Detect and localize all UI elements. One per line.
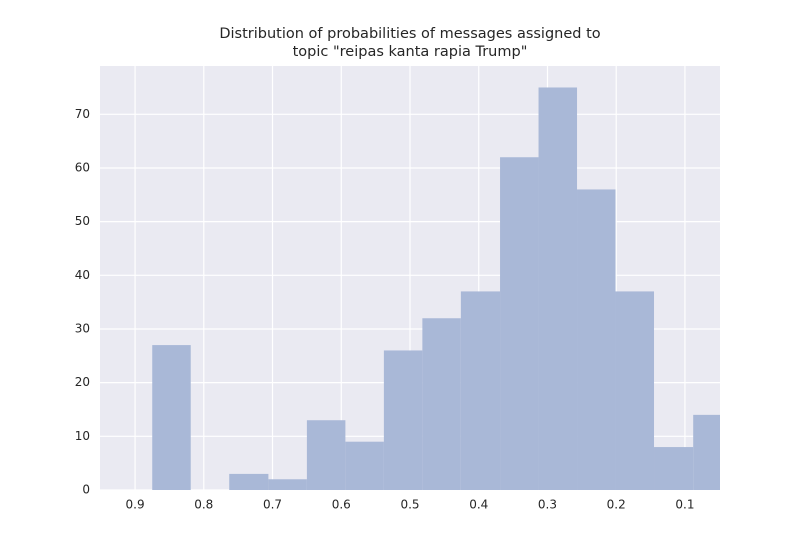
chart-title: Distribution of probabilities of message… xyxy=(219,26,600,42)
bar xyxy=(654,447,694,490)
bars xyxy=(152,87,720,490)
bar xyxy=(229,473,269,490)
x-tick-label: 0.8 xyxy=(194,498,213,512)
x-tick-label: 0.4 xyxy=(469,498,488,512)
y-tick-label: 30 xyxy=(75,321,90,335)
bar xyxy=(152,345,191,490)
y-tick-label: 0 xyxy=(82,483,90,497)
bar xyxy=(577,189,616,490)
bar xyxy=(306,420,346,490)
y-tick-label: 40 xyxy=(75,268,90,282)
y-tick-label: 60 xyxy=(75,160,90,174)
bar xyxy=(538,87,578,490)
y-tick-label: 50 xyxy=(75,214,90,228)
bar xyxy=(268,479,307,490)
bar xyxy=(460,291,501,490)
y-tick-label: 70 xyxy=(75,107,90,121)
bar xyxy=(615,291,655,490)
y-tick-label: 20 xyxy=(75,375,90,389)
x-tick-label: 0.5 xyxy=(400,498,419,512)
bar xyxy=(383,350,423,490)
x-tick-label: 0.2 xyxy=(607,498,626,512)
x-tick-label: 0.1 xyxy=(675,498,694,512)
bar xyxy=(693,414,720,490)
x-tick-label: 0.6 xyxy=(332,498,351,512)
x-tick-label: 0.3 xyxy=(538,498,557,512)
y-tick-label: 10 xyxy=(75,429,90,443)
bar xyxy=(422,318,461,490)
x-tick-label: 0.7 xyxy=(263,498,282,512)
x-tick-label: 0.9 xyxy=(126,498,145,512)
bar xyxy=(345,441,384,490)
chart-title: topic "reipas kanta rapia Trump" xyxy=(293,44,528,60)
bar xyxy=(500,157,539,490)
